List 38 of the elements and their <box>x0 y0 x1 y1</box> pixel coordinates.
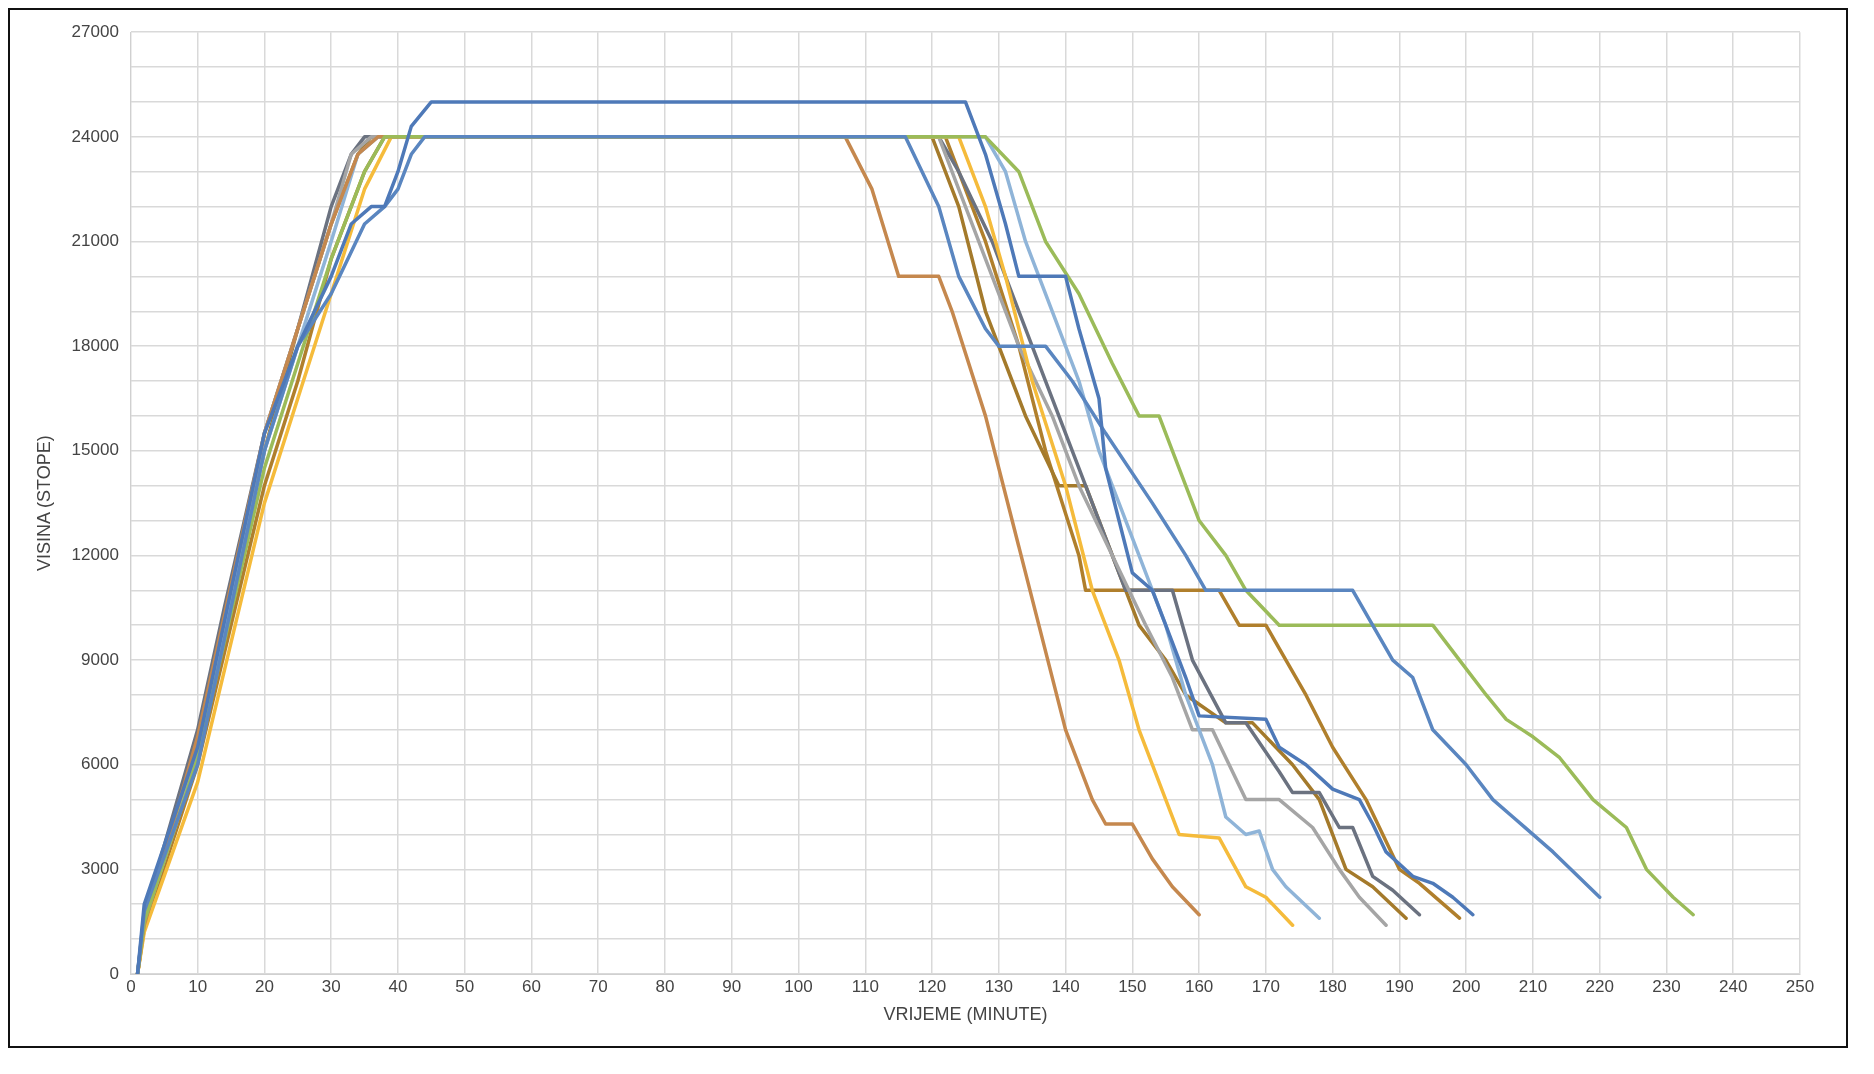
y-tick-label: 0 <box>109 963 119 983</box>
x-tick-label: 30 <box>321 976 341 996</box>
x-tick-label: 60 <box>522 976 541 996</box>
x-tick-label: 130 <box>984 976 1014 996</box>
x-tick-label: 240 <box>1719 976 1748 996</box>
x-tick-label: 190 <box>1385 976 1414 996</box>
x-tick-label: 0 <box>126 976 136 996</box>
y-axis-title: VISINA (STOPE) <box>33 435 54 571</box>
x-tick-label: 100 <box>784 976 813 996</box>
x-tick-label: 210 <box>1518 976 1548 996</box>
x-tick-label: 170 <box>1251 976 1281 996</box>
y-tick-label: 18000 <box>71 335 119 355</box>
y-tick-label: 27000 <box>71 21 119 41</box>
x-tick-label: 250 <box>1785 976 1815 996</box>
y-tick-label: 3000 <box>81 859 119 879</box>
x-tick-label: 80 <box>655 976 675 996</box>
x-tick-label: 50 <box>455 976 475 996</box>
x-tick-label: 120 <box>917 976 947 996</box>
x-tick-label: 20 <box>254 976 274 996</box>
x-tick-label: 70 <box>588 976 608 996</box>
y-tick-label: 21000 <box>71 231 119 251</box>
x-axis-title: VRIJEME (MINUTE) <box>883 1004 1048 1025</box>
x-tick-label: 40 <box>388 976 408 996</box>
y-tick-label: 24000 <box>71 126 119 146</box>
y-tick-label: 15000 <box>71 440 119 460</box>
x-tick-label: 230 <box>1652 976 1681 996</box>
x-tick-label: 10 <box>188 976 208 996</box>
y-tick-label: 9000 <box>81 649 119 669</box>
x-tick-label: 110 <box>851 976 879 996</box>
x-tick-label: 220 <box>1585 976 1614 996</box>
x-tick-label: 200 <box>1451 976 1481 996</box>
x-tick-label: 150 <box>1118 976 1147 996</box>
y-tick-label: 12000 <box>71 545 119 565</box>
x-tick-label: 140 <box>1051 976 1080 996</box>
x-tick-label: 160 <box>1184 976 1214 996</box>
x-tick-label: 180 <box>1318 976 1347 996</box>
y-tick-label: 6000 <box>81 754 119 774</box>
x-tick-label: 90 <box>722 976 742 996</box>
